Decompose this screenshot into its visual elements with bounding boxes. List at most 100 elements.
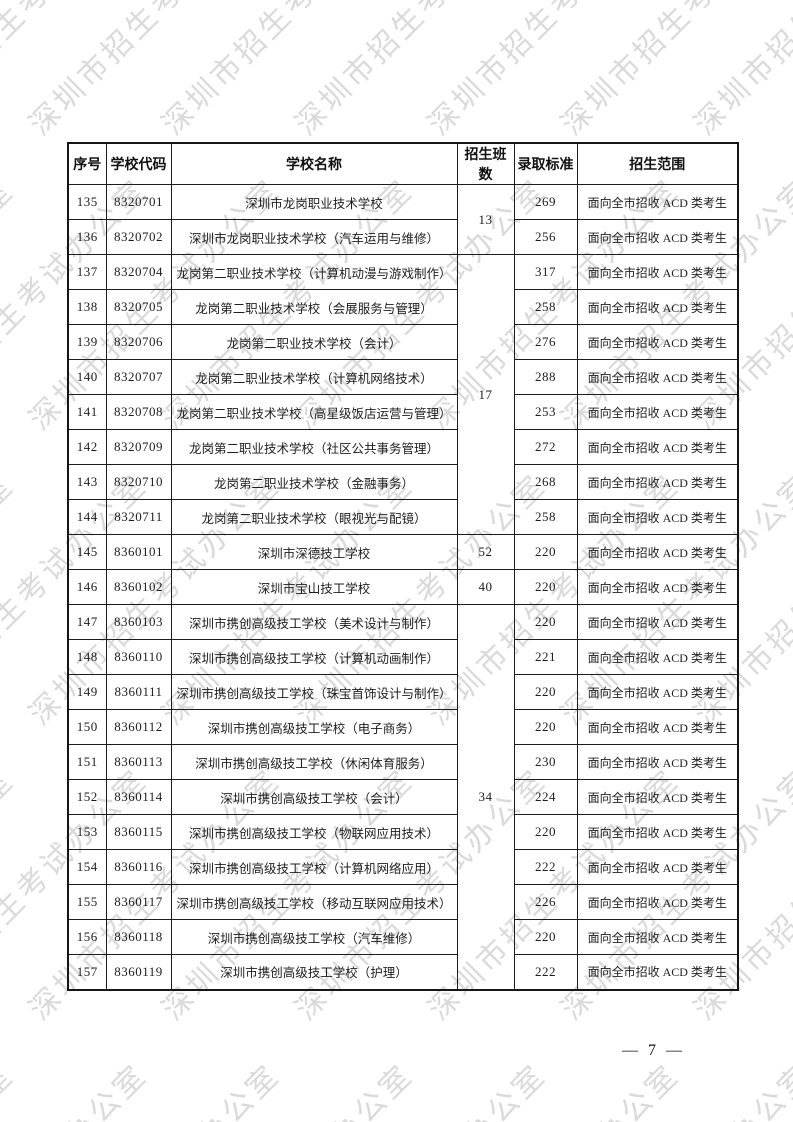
code-cell: 8360118: [105, 919, 172, 955]
scope-cell: 面向全市招收 ACD 类考生: [576, 919, 739, 955]
column-header-2: 学校名称: [170, 142, 458, 185]
watermark-text: 深圳市招生考试办公室: [156, 0, 421, 142]
code-cell: 8360119: [105, 954, 172, 990]
table-row: 151 8360113 深圳市携创高级技工学校（休闲体育服务） 230 面向全市招收 A…: [67, 744, 739, 780]
table-row: 135 8320701 深圳市龙岗职业技术学校 13 269 面向全市招收 ACD 类考生: [67, 184, 739, 255]
code-cell: 8360117: [105, 884, 172, 920]
scope-cell: 面向全市招收 ACD 类考生: [576, 884, 739, 920]
score-cell: 222: [513, 849, 578, 885]
code-cell: 8320707: [105, 359, 172, 395]
name-cell: 龙岗第二职业技术学校（高星级饭店运营与管理）: [170, 394, 458, 430]
name-cell: 龙岗第二职业技术学校（计算机动漫与游戏制作）: [170, 254, 458, 290]
scope-cell: 面向全市招收 ACD 类考生: [576, 394, 739, 430]
watermark-text: 深圳市招生考试办公室: [150, 1052, 422, 1122]
watermark-text: 深圳市招生考试办公室: [0, 1052, 156, 1122]
name-cell: 深圳市龙岗职业技术学校（汽车运用与维修）: [170, 219, 458, 255]
scope-cell: 面向全市招收 ACD 类考生: [576, 604, 739, 640]
watermark-text: 深圳市招生考试办公室: [0, 1052, 23, 1122]
table-header-row: 序号 学校代码 学校名称 招生班数 录取标准 招生范围: [67, 142, 739, 185]
name-cell: 深圳市携创高级技工学校（汽车维修）: [170, 919, 458, 955]
score-cell: 317: [513, 254, 578, 290]
watermark-text: 深圳市招生考试办公室: [416, 1052, 688, 1122]
serial-cell: 138: [67, 289, 107, 325]
serial-cell: 140: [67, 359, 107, 395]
code-cell: 8360115: [105, 814, 172, 850]
name-cell: 深圳市携创高级技工学校（电子商务）: [170, 709, 458, 745]
name-cell: 深圳市携创高级技工学校（会计）: [170, 779, 458, 815]
classes-cell: 34: [456, 604, 515, 990]
column-header-3: 招生班数: [456, 142, 515, 185]
watermark-text: 深圳市招生考试办公室: [0, 172, 22, 437]
serial-cell: 157: [67, 954, 107, 990]
score-cell: 272: [513, 429, 578, 465]
code-cell: 8360114: [105, 779, 172, 815]
watermark-text: 深圳市招生考试办公室: [283, 1052, 555, 1122]
scope-cell: 面向全市招收 ACD 类考生: [576, 324, 739, 360]
score-cell: 288: [513, 359, 578, 395]
classes-cell: 40: [456, 569, 515, 605]
table-row: 144 8320711 龙岗第二职业技术学校（眼视光与配镜） 258 面向全市招收 AC…: [67, 499, 739, 535]
watermark-text: 深圳市招生考试办公室: [422, 0, 687, 142]
score-cell: 220: [513, 569, 578, 605]
scope-cell: 面向全市招收 ACD 类考生: [576, 534, 739, 570]
score-cell: 220: [513, 534, 578, 570]
code-cell: 8360112: [105, 709, 172, 745]
scope-cell: 面向全市招收 ACD 类考生: [576, 779, 739, 815]
serial-cell: 149: [67, 674, 107, 710]
page-number: — 7 —: [622, 1042, 685, 1059]
serial-cell: 150: [67, 709, 107, 745]
serial-cell: 136: [67, 219, 107, 255]
code-cell: 8320708: [105, 394, 172, 430]
score-cell: 224: [513, 779, 578, 815]
scope-cell: 面向全市招收 ACD 类考生: [576, 254, 739, 290]
scope-cell: 面向全市招收 ACD 类考生: [576, 709, 739, 745]
admission-table: 序号 学校代码 学校名称 招生班数 录取标准 招生范围 135 8320701 深圳市龙岗职业…: [67, 142, 739, 991]
scope-cell: 面向全市招收 ACD 类考生: [576, 569, 739, 605]
code-cell: 8320706: [105, 324, 172, 360]
scope-cell: 面向全市招收 ACD 类考生: [576, 744, 739, 780]
serial-cell: 137: [67, 254, 107, 290]
name-cell: 龙岗第二职业技术学校（计算机网络技术）: [170, 359, 458, 395]
scope-cell: 面向全市招收 ACD 类考生: [576, 814, 739, 850]
scope-cell: 面向全市招收 ACD 类考生: [576, 184, 739, 220]
name-cell: 龙岗第二职业技术学校（会计）: [170, 324, 458, 360]
scope-cell: 面向全市招收 ACD 类考生: [576, 219, 739, 255]
score-cell: 276: [513, 324, 578, 360]
watermark-text: 深圳市招生考试办公室: [555, 0, 793, 142]
serial-cell: 141: [67, 394, 107, 430]
scope-cell: 面向全市招收 ACD 类考生: [576, 429, 739, 465]
serial-cell: 155: [67, 884, 107, 920]
serial-cell: 151: [67, 744, 107, 780]
column-header-5: 招生范围: [576, 142, 739, 185]
score-cell: 269: [513, 184, 578, 220]
table-row: 140 8320707 龙岗第二职业技术学校（计算机网络技术） 288 面向全市招收 A…: [67, 359, 739, 395]
watermark-text: 深圳市招生考试办公室: [23, 0, 288, 142]
score-cell: 220: [513, 674, 578, 710]
serial-cell: 139: [67, 324, 107, 360]
serial-cell: 152: [67, 779, 107, 815]
name-cell: 深圳市携创高级技工学校（物联网应用技术）: [170, 814, 458, 850]
score-cell: 221: [513, 639, 578, 675]
table-row: 141 8320708 龙岗第二职业技术学校（高星级饭店运营与管理） 253 面向全市招…: [67, 394, 739, 430]
scope-cell: 面向全市招收 ACD 类考生: [576, 464, 739, 500]
watermark-text: 深圳市招生考试办公室: [17, 1052, 289, 1122]
name-cell: 深圳市宝山技工学校: [170, 569, 458, 605]
code-cell: 8360103: [105, 604, 172, 640]
classes-cell: 52: [456, 534, 515, 570]
code-cell: 8320701: [105, 184, 172, 220]
name-cell: 深圳市携创高级技工学校（移动互联网应用技术）: [170, 884, 458, 920]
serial-cell: 154: [67, 849, 107, 885]
classes-cell: 13: [456, 184, 515, 255]
score-cell: 222: [513, 954, 578, 990]
name-cell: 深圳市深德技工学校: [170, 534, 458, 570]
scope-cell: 面向全市招收 ACD 类考生: [576, 289, 739, 325]
score-cell: 220: [513, 709, 578, 745]
scope-cell: 面向全市招收 ACD 类考生: [576, 639, 739, 675]
serial-cell: 148: [67, 639, 107, 675]
code-cell: 8320709: [105, 429, 172, 465]
watermark-text: 深圳市招生考试办公室: [0, 0, 22, 142]
column-header-1: 学校代码: [105, 142, 172, 185]
table-row: 137 8320704 龙岗第二职业技术学校（计算机动漫与游戏制作） 17 317 面向全…: [67, 254, 739, 535]
code-cell: 8360113: [105, 744, 172, 780]
scope-cell: 面向全市招收 ACD 类考生: [576, 954, 739, 990]
